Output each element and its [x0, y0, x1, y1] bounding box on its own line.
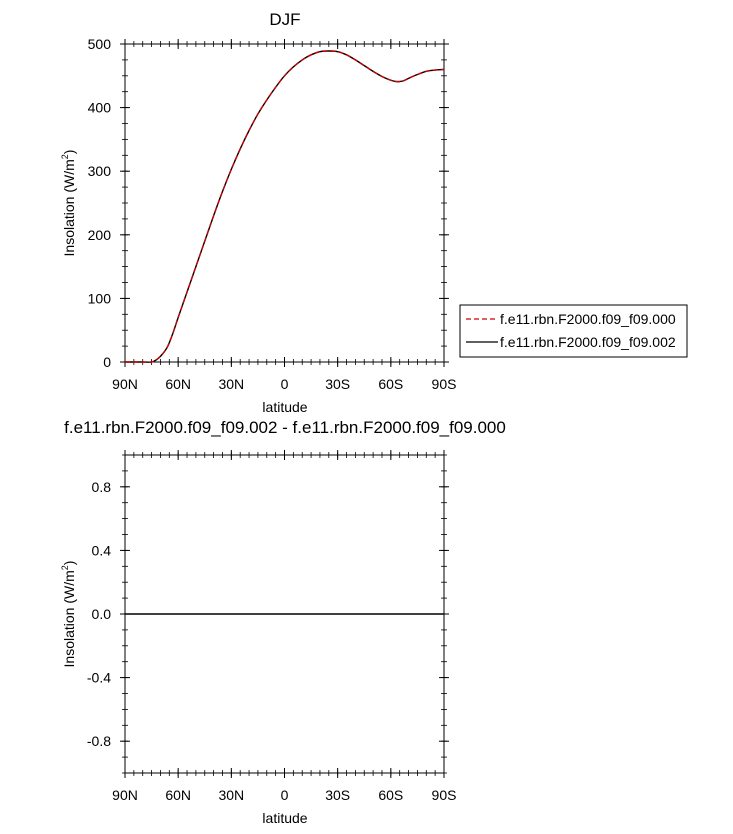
y-tick-label: 0.0: [92, 606, 112, 622]
series-line-f.e11.rbn.F2000.f09_f09.000: [124, 50, 445, 363]
x-tick-label: 0: [281, 787, 289, 803]
x-tick-labels-difference: 90N 60N 30N 0 30S 60S 90S: [112, 787, 456, 803]
legend-label-series-2: f.e11.rbn.F2000.f09_f09.002: [500, 334, 676, 350]
y-tick-labels-difference: -0.8 -0.4 0.0 0.4 0.8: [87, 479, 111, 749]
x-axis-label-difference: latitude: [262, 810, 307, 826]
y-tick-label: 0.8: [92, 479, 112, 495]
x-tick-label: 0: [281, 376, 289, 392]
x-tick-label: 30S: [325, 787, 350, 803]
y-tick-label: 300: [88, 163, 112, 179]
x-tick-labels: 90N 60N 30N 0 30S 60S 90S: [112, 376, 456, 392]
legend-box: [459, 304, 688, 358]
chart-title: DJF: [269, 10, 300, 29]
x-tick-label: 90S: [432, 376, 457, 392]
series-lines: [124, 50, 445, 363]
plot-frame: [124, 43, 445, 363]
y-tick-label: -0.8: [87, 733, 111, 749]
y-tick-label: 0.4: [92, 542, 112, 558]
x-axis-label: latitude: [262, 399, 307, 415]
x-tick-label: 90N: [112, 376, 138, 392]
y-tick-label: 0: [103, 354, 111, 370]
axis-ticks: [120, 39, 449, 367]
y-tick-label: 200: [88, 227, 112, 243]
x-tick-label: 90N: [112, 787, 138, 803]
y-tick-label: -0.4: [87, 670, 111, 686]
x-tick-label: 30S: [325, 376, 350, 392]
x-tick-label: 60S: [378, 787, 403, 803]
x-tick-label: 30N: [218, 787, 244, 803]
series-line-f.e11.rbn.F2000.f09_f09.002: [124, 50, 445, 363]
y-tick-label: 400: [88, 100, 112, 116]
legend: f.e11.rbn.F2000.f09_f09.000 f.e11.rbn.F2…: [459, 304, 688, 358]
x-tick-label: 30N: [218, 376, 244, 392]
y-axis-label: Insolation (W/m2): [60, 150, 77, 257]
x-tick-label: 90S: [432, 787, 457, 803]
x-tick-label: 60S: [378, 376, 403, 392]
chart-title-difference: f.e11.rbn.F2000.f09_f09.002 - f.e11.rbn.…: [64, 418, 506, 437]
y-tick-label: 100: [88, 290, 112, 306]
y-axis-label-difference: Insolation (W/m2): [60, 561, 77, 668]
y-tick-labels: 0 100 200 300 400 500: [88, 36, 112, 370]
y-tick-label: 500: [88, 36, 112, 52]
x-tick-label: 60N: [165, 787, 191, 803]
x-tick-label: 60N: [165, 376, 191, 392]
legend-label-series-1: f.e11.rbn.F2000.f09_f09.000: [500, 311, 676, 327]
axis-ticks-difference: [120, 450, 449, 778]
